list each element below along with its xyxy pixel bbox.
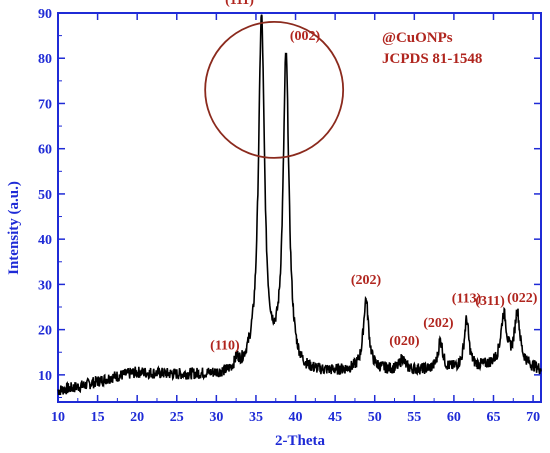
peak-label: (002)	[290, 29, 321, 44]
x-tick-label: 15	[91, 410, 105, 425]
y-tick-label: 20	[38, 324, 52, 339]
x-tick-label: 60	[447, 410, 461, 425]
x-tick-label: 35	[249, 410, 263, 425]
x-tick-label: 10	[51, 410, 65, 425]
y-tick-label: 10	[38, 369, 52, 384]
peak-label: (111)	[225, 0, 254, 8]
peak-label: (020)	[389, 334, 420, 349]
x-tick-label: 55	[407, 410, 421, 425]
x-axis-title: 2-Theta	[275, 433, 325, 449]
y-axis-title: Intensity (a.u.)	[6, 181, 22, 275]
annotation-sample: @CuONPs	[382, 30, 453, 46]
peak-label: (202)	[351, 273, 382, 288]
peak-label: (311)	[475, 294, 505, 309]
x-tick-label: 50	[368, 410, 382, 425]
xrd-pattern-line	[57, 14, 542, 396]
y-tick-label: 80	[38, 52, 52, 67]
peak-label: (202)	[423, 316, 454, 331]
plot-frame	[57, 12, 542, 403]
x-tick-label: 70	[526, 410, 540, 425]
peak-label: (113)	[452, 291, 482, 306]
x-tick-label: 45	[328, 410, 342, 425]
peak-label: (022)	[507, 291, 538, 306]
x-tick-label: 20	[130, 410, 144, 425]
x-tick-label: 25	[170, 410, 184, 425]
y-tick-label: 60	[38, 143, 52, 158]
x-tick-label: 30	[209, 410, 223, 425]
annotation-jcpds: JCPDS 81-1548	[382, 51, 482, 67]
y-tick-label: 50	[38, 188, 52, 203]
y-tick-label: 30	[38, 278, 52, 293]
y-tick-label: 90	[38, 7, 52, 22]
highlight-circle	[204, 20, 345, 159]
peak-label: (110)	[210, 338, 240, 353]
y-tick-label: 40	[38, 233, 52, 248]
x-tick-label: 40	[289, 410, 303, 425]
y-tick-label: 70	[38, 97, 52, 112]
x-tick-label: 65	[486, 410, 500, 425]
